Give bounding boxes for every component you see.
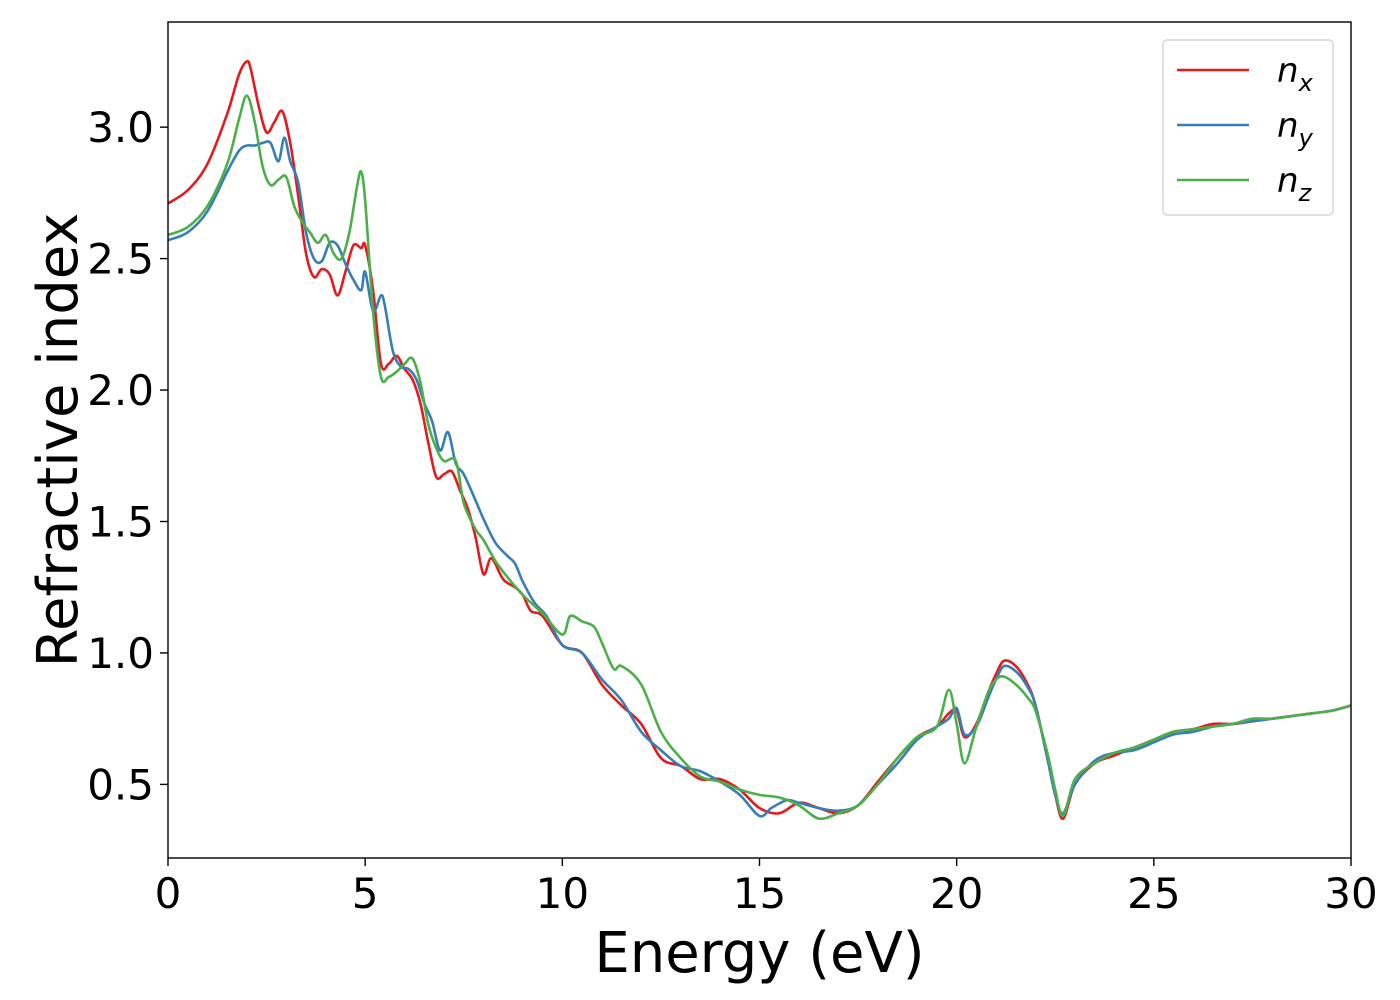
legend-label-nz: nz (1277, 161, 1313, 207)
x-axis: 0 5 10 15 20 25 30 (155, 858, 1378, 918)
y-tick-label: 0.5 (87, 760, 154, 809)
legend-label-subscript: y (1298, 124, 1314, 152)
x-tick-label: 25 (1127, 869, 1180, 918)
x-tick-label: 0 (155, 869, 182, 918)
series-line-nx (168, 59, 1351, 820)
plot-area (167, 21, 1352, 859)
y-tick-label: 2.5 (87, 235, 154, 284)
x-tick-label: 5 (352, 869, 379, 918)
series-line-ny (168, 136, 1351, 818)
x-axis-title: Energy (eV) (594, 921, 924, 986)
legend-label-main: n (1277, 106, 1299, 146)
x-tick-label: 30 (1324, 869, 1377, 918)
legend-label-subscript: x (1298, 69, 1314, 97)
legend-label-ny: ny (1277, 106, 1314, 152)
x-tick-label: 20 (930, 869, 983, 918)
series-layer (168, 59, 1351, 821)
y-tick-label: 3.0 (87, 103, 154, 152)
y-tick-label: 1.5 (87, 497, 154, 546)
series-line-nz (168, 94, 1351, 821)
legend-label-nx: nx (1277, 51, 1314, 97)
y-tick-label: 1.0 (87, 629, 154, 678)
legend-label-main: n (1277, 161, 1299, 201)
y-axis: 0.5 1.0 1.5 2.0 2.5 3.0 (87, 103, 168, 809)
y-tick-label: 2.0 (87, 366, 154, 415)
y-axis-title: Refractive index (26, 213, 91, 668)
legend-label-main: n (1277, 51, 1299, 91)
legend-box (1162, 39, 1334, 216)
x-tick-label: 10 (536, 869, 589, 918)
legend-label-subscript: z (1298, 179, 1313, 207)
x-tick-label: 15 (733, 869, 786, 918)
